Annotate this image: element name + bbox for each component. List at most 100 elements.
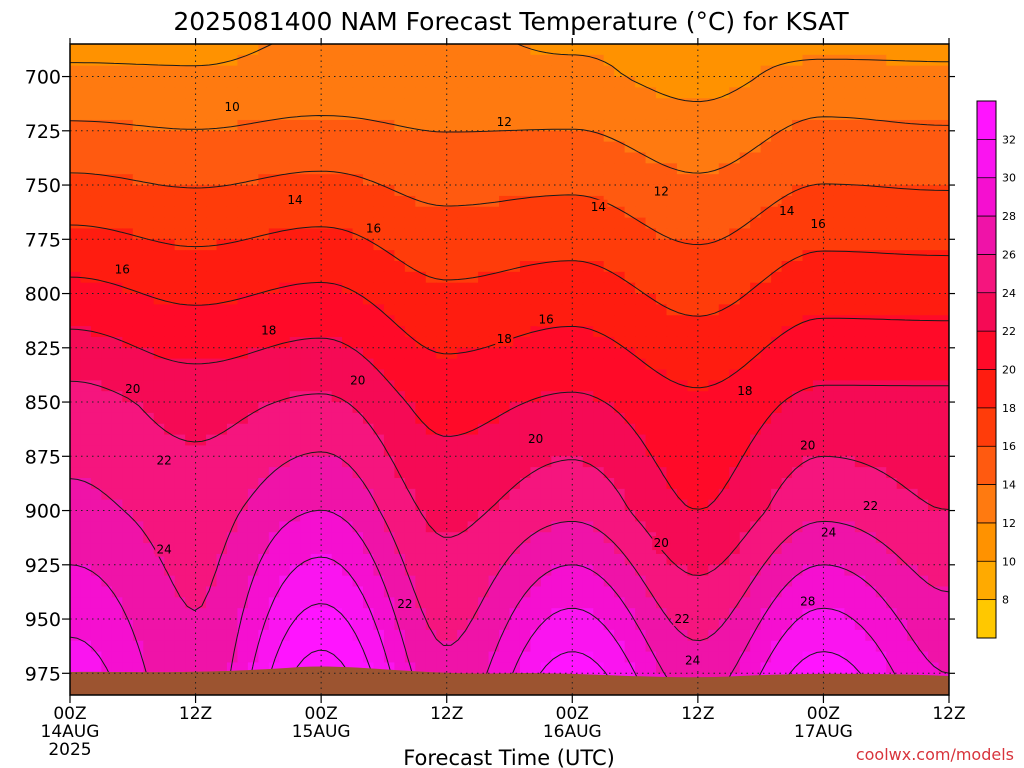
field-cell	[708, 662, 720, 674]
field-cell	[268, 456, 280, 468]
field-cell	[425, 608, 437, 620]
field-cell	[896, 315, 908, 327]
field-cell	[206, 445, 218, 457]
field-cell	[645, 174, 657, 186]
field-cell	[342, 369, 354, 381]
field-cell	[111, 619, 123, 631]
field-cell	[436, 271, 448, 284]
field-cell	[729, 445, 741, 457]
field-cell	[331, 358, 343, 371]
field-cell	[551, 315, 563, 327]
field-cell	[216, 152, 228, 164]
field-cell	[478, 662, 490, 674]
field-cell	[572, 185, 584, 197]
field-cell	[540, 640, 552, 653]
field-cell	[446, 629, 458, 642]
field-cell	[279, 315, 291, 327]
field-cell	[363, 412, 375, 425]
field-cell	[394, 163, 406, 175]
field-cell	[833, 629, 845, 642]
field-cell	[300, 445, 312, 457]
field-cell	[917, 391, 929, 403]
field-cell	[226, 619, 239, 631]
field-cell	[750, 532, 762, 544]
field-cell	[457, 315, 469, 327]
field-cell	[415, 543, 427, 555]
field-cell	[164, 423, 176, 436]
field-cell	[844, 141, 856, 154]
field-cell	[812, 445, 825, 457]
field-cell	[216, 109, 228, 121]
field-cell	[729, 109, 741, 121]
field-cell	[760, 347, 772, 360]
field-cell	[216, 239, 228, 251]
field-cell	[708, 575, 720, 588]
field-cell	[718, 402, 730, 414]
field-cell	[896, 44, 908, 56]
field-cell	[216, 445, 228, 457]
field-cell	[781, 445, 793, 457]
field-cell	[854, 163, 866, 175]
field-cell	[268, 369, 280, 381]
field-cell	[195, 358, 207, 371]
field-cell	[854, 347, 866, 360]
field-cell	[540, 575, 552, 588]
field-cell	[875, 228, 887, 240]
field-cell	[352, 54, 364, 67]
field-cell	[80, 358, 92, 371]
field-cell	[216, 586, 228, 598]
field-cell	[854, 217, 866, 230]
field-cell	[624, 564, 636, 577]
field-cell	[216, 293, 228, 305]
field-cell	[331, 553, 343, 566]
field-cell	[90, 478, 102, 490]
field-cell	[237, 369, 249, 381]
field-cell	[812, 336, 825, 349]
field-cell	[467, 239, 479, 251]
field-cell	[164, 293, 176, 305]
field-cell	[185, 152, 197, 164]
field-cell	[750, 304, 762, 316]
field-cell	[572, 109, 584, 121]
field-cell	[122, 553, 134, 566]
field-cell	[656, 347, 668, 360]
field-cell	[404, 271, 416, 284]
field-cell	[143, 380, 155, 392]
field-cell	[488, 44, 500, 56]
field-cell	[143, 119, 155, 132]
field-cell	[708, 412, 720, 425]
field-cell	[865, 564, 877, 577]
field-cell	[781, 510, 793, 522]
field-cell	[750, 391, 762, 403]
field-cell	[488, 152, 500, 164]
field-cell	[279, 228, 291, 240]
field-cell	[624, 65, 636, 78]
field-cell	[572, 608, 584, 620]
field-cell	[697, 456, 709, 468]
field-cell	[854, 87, 866, 99]
field-cell	[237, 510, 249, 522]
field-cell	[551, 206, 563, 219]
field-cell	[750, 239, 762, 251]
field-cell	[226, 499, 239, 512]
field-cell	[331, 532, 343, 544]
field-cell	[928, 152, 940, 164]
field-cell	[122, 358, 134, 371]
field-cell	[708, 619, 720, 631]
field-cell	[310, 109, 322, 121]
field-cell	[697, 532, 709, 544]
field-cell	[478, 608, 490, 620]
field-cell	[478, 304, 490, 316]
field-cell	[739, 206, 751, 219]
field-cell	[509, 619, 521, 631]
field-cell	[143, 640, 155, 653]
field-cell	[122, 629, 134, 642]
field-cell	[551, 250, 563, 262]
field-cell	[373, 44, 385, 56]
field-cell	[101, 185, 113, 197]
field-cell	[467, 250, 479, 262]
field-cell	[509, 228, 521, 240]
field-cell	[488, 402, 500, 414]
field-cell	[80, 206, 92, 219]
field-cell	[729, 239, 741, 251]
